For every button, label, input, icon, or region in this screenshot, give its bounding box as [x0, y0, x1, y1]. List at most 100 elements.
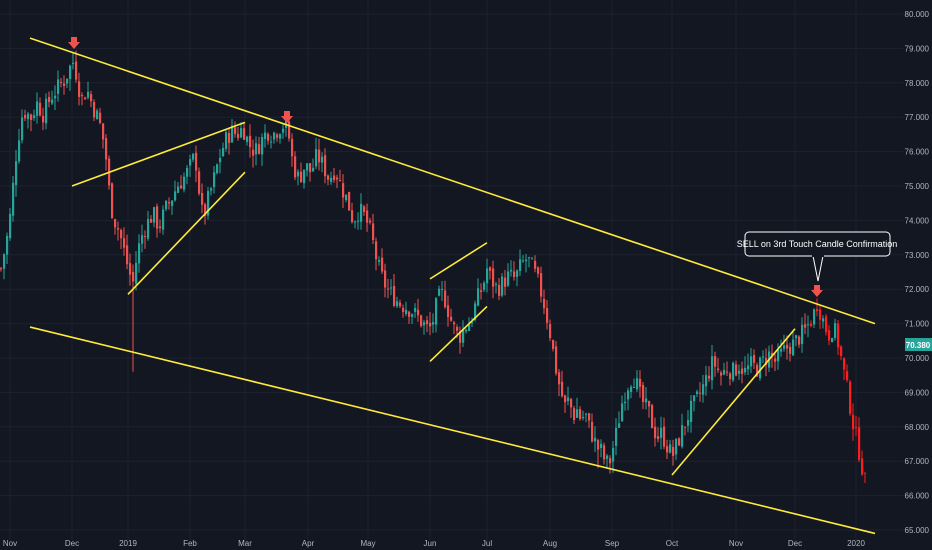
candle-body	[684, 426, 687, 428]
last-price-label: 70.380	[905, 338, 932, 351]
price-tick-label: 67.000	[905, 457, 930, 466]
candle-body	[519, 259, 522, 271]
trendline-rising-wedge-1-top[interactable]	[71, 121, 246, 187]
candle-body	[300, 171, 303, 183]
candle-body	[636, 378, 639, 390]
candle-body	[840, 346, 843, 356]
candle-body	[174, 191, 177, 201]
candle-body	[216, 164, 219, 173]
candle-body	[681, 425, 684, 447]
candle-body	[369, 220, 372, 223]
candle-body	[669, 444, 672, 453]
candle-body	[15, 161, 18, 186]
candle-body	[378, 260, 381, 262]
candle-body	[489, 267, 492, 271]
candle-body	[231, 125, 234, 143]
price-tick-label: 78.000	[905, 79, 930, 88]
candle-body	[465, 329, 468, 332]
candle-body	[6, 235, 9, 255]
candle-body	[297, 171, 300, 177]
candle-body	[585, 413, 588, 415]
candle-body	[591, 421, 594, 442]
time-tick-label: Dec	[65, 539, 79, 548]
trendlines[interactable]	[29, 37, 876, 535]
candle-body	[240, 128, 243, 138]
candle-body	[324, 155, 327, 177]
candle-body	[246, 136, 249, 142]
trendline-rising-wedge-2-top[interactable]	[429, 242, 488, 280]
candle-body	[144, 235, 147, 237]
candle-body	[159, 226, 162, 229]
candle-body	[351, 210, 354, 223]
candle-body	[273, 132, 276, 140]
candle-body	[477, 288, 480, 306]
candle-body	[687, 419, 690, 426]
candle-body	[102, 123, 105, 140]
candle-body	[783, 345, 786, 349]
time-axis[interactable]: Nov Dec 2019 Feb Mar Apr May Jun Jul Aug Sep Oct Nov…	[3, 539, 866, 548]
trendline-upper-channel[interactable]	[29, 37, 876, 325]
candle-body	[63, 83, 66, 86]
candle-body	[105, 138, 108, 160]
candle-body	[198, 171, 201, 194]
candle-body	[438, 288, 441, 296]
candle-body	[738, 370, 741, 374]
trendline-rising-wedge-1-bottom[interactable]	[127, 171, 246, 295]
candle-body	[573, 408, 576, 420]
candle-body	[204, 204, 207, 217]
candle-body	[663, 426, 666, 447]
price-tick-label: 79.000	[905, 44, 930, 53]
candle-body	[291, 138, 294, 157]
candle-body	[480, 290, 483, 292]
candle-body	[672, 446, 675, 456]
candle-body	[342, 183, 345, 198]
price-tick-label: 65.000	[905, 526, 930, 535]
candle-body	[330, 177, 333, 182]
time-tick-label: May	[360, 539, 375, 548]
candle-body	[318, 149, 321, 163]
candle-body	[855, 427, 858, 429]
candle-body	[453, 322, 456, 325]
last-price-text: 70.380	[906, 341, 931, 350]
candle-body	[765, 358, 768, 365]
trendline-rising-support[interactable]	[671, 328, 796, 476]
candle-body	[843, 358, 846, 370]
candle-body	[732, 362, 735, 381]
candle-body	[744, 367, 747, 373]
candle-body	[39, 102, 42, 116]
price-tick-label: 74.000	[905, 216, 930, 225]
candle-body	[456, 326, 459, 331]
price-tick-label: 80.000	[905, 10, 930, 19]
candle-body	[606, 455, 609, 459]
candle-body	[450, 316, 453, 321]
trendline-lower-channel[interactable]	[29, 326, 876, 535]
candle-body	[78, 81, 81, 97]
callout[interactable]: SELL on 3rd Touch Candle Confirmation	[737, 231, 898, 282]
trendline-rising-wedge-2-bottom[interactable]	[429, 305, 488, 363]
candle-body	[750, 356, 753, 367]
candle-body	[156, 206, 159, 229]
candle-body	[186, 167, 189, 177]
candle-body	[696, 391, 699, 395]
candle-body	[816, 308, 819, 312]
candle-body	[294, 156, 297, 178]
candle-body	[642, 385, 645, 403]
candle-body	[714, 356, 717, 367]
candle-body	[168, 202, 171, 204]
candle-body	[129, 263, 132, 275]
candle-body	[0, 268, 3, 270]
candle-body	[807, 324, 810, 326]
candle-body	[774, 358, 777, 362]
candle-body	[759, 357, 762, 379]
candle-body	[312, 167, 315, 172]
candle-body	[36, 101, 39, 116]
candle-body	[336, 177, 339, 180]
candle-body	[582, 416, 585, 419]
candle-body	[846, 371, 849, 381]
candle-body	[18, 140, 21, 162]
candle-body	[87, 91, 90, 98]
candle-body	[486, 268, 489, 284]
price-axis[interactable]: 65.000 66.000 67.000 68.000 69.000 70.000 71.0…	[903, 0, 932, 550]
candle-body	[597, 440, 600, 450]
